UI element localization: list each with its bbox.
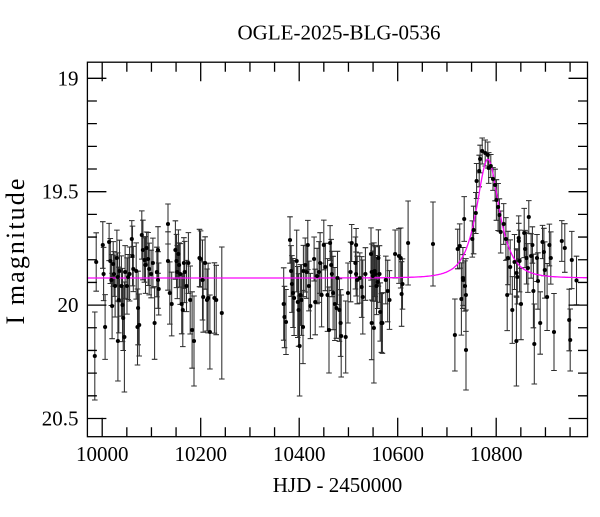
- svg-text:20.5: 20.5: [42, 407, 79, 431]
- svg-text:10400: 10400: [273, 442, 326, 466]
- svg-text:20: 20: [58, 293, 79, 317]
- svg-text:10800: 10800: [470, 442, 523, 466]
- svg-text:HJD - 2450000: HJD - 2450000: [273, 473, 403, 497]
- svg-text:19: 19: [58, 66, 79, 90]
- svg-text:I magnitude: I magnitude: [1, 176, 30, 324]
- svg-text:10200: 10200: [174, 442, 227, 466]
- svg-text:10000: 10000: [76, 442, 129, 466]
- svg-text:10600: 10600: [371, 442, 424, 466]
- svg-text:OGLE-2025-BLG-0536: OGLE-2025-BLG-0536: [238, 21, 441, 45]
- svg-text:19.5: 19.5: [42, 180, 79, 204]
